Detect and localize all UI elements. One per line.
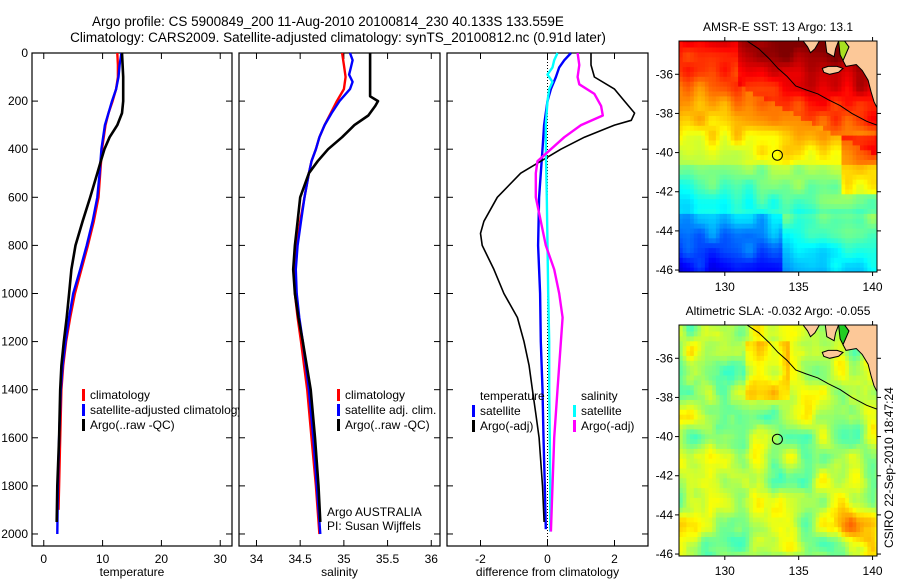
sla-map-frame: [678, 324, 878, 557]
sla-map-field-cells: [679, 325, 877, 556]
sst-map-kangaroo-island: [821, 65, 844, 75]
temperature-ytick-label: 600: [8, 190, 28, 204]
temperature-ytick-label: 1000: [1, 286, 28, 300]
difference-xlabel: difference from climatology: [476, 565, 619, 579]
sst-map-title: AMSR-E SST: 13 Argo: 13.1: [703, 20, 853, 34]
difference-xtick-label: 2: [611, 552, 618, 566]
sst-map-ytick-label: -38: [656, 106, 674, 120]
sst-map-panel: AMSR-E SST: 13 Argo: 13.1 130 135 140 -36 -38…: [656, 20, 883, 294]
sst-map-ytick-label: -40: [656, 146, 674, 160]
annotation-text: Argo AUSTRALIA: [327, 505, 422, 519]
sst-map-xtick-label: 130: [715, 280, 735, 294]
plot-title-line1: Argo profile: CS 5900849_200 11-Aug-2010…: [92, 14, 564, 29]
sst-map-ytick-label: -42: [656, 185, 674, 199]
sla-map-ytick-label: -46: [656, 547, 674, 561]
legend-swatch: [337, 389, 340, 401]
temperature-xtick-label: 0: [40, 552, 47, 566]
sla-map-argo-position-marker: [771, 433, 783, 445]
salinity-plot-frame: [238, 52, 441, 547]
difference-xtick-label: 0: [544, 552, 551, 566]
legend-swatch: [472, 420, 475, 432]
sla-map-ytick-label: -44: [656, 508, 674, 522]
temperature-series-argo-raw-qc-: [55, 52, 125, 523]
legend-group-title: temperature: [480, 389, 545, 403]
legend-label: Argo(-adj): [480, 419, 533, 433]
sla-map-xtick-label: 135: [789, 564, 809, 578]
sla-map-xtick-label: 130: [715, 564, 735, 578]
sla-map-ytick-label: -42: [656, 469, 674, 483]
salinity-panel: 34 34.5 35 35.5 36 salinity climatologysatelli…: [238, 52, 441, 579]
legend-swatch: [82, 404, 85, 416]
temperature-ytick-label: 200: [8, 94, 28, 108]
salinity-xtick-label: 35.5: [376, 552, 400, 566]
sla-map-ytick-label: -36: [656, 351, 674, 365]
temperature-xtick-label: 20: [155, 552, 169, 566]
salinity-xlabel: salinity: [321, 565, 358, 579]
legend-label: satellite adj. clim.: [345, 403, 436, 417]
sst-map-field-cells: [679, 41, 877, 272]
temperature-ytick-label: 1600: [1, 431, 28, 445]
sst-map-gulf-water: [838, 41, 850, 62]
temperature-ytick-label: 400: [8, 142, 28, 156]
temperature-plot-frame: [31, 52, 233, 547]
salinity-xtick-label: 36: [425, 552, 439, 566]
sst-map-frame: [678, 40, 878, 273]
temperature-panel: 0 10 20 30 0 200 400 600 800 1000 1200 1400 1600 1800…: [1, 46, 243, 579]
legend-label: Argo(..raw -QC): [345, 418, 430, 432]
legend-swatch: [573, 420, 576, 432]
sla-map-kangaroo-island: [821, 349, 844, 359]
legend-label: satellite: [480, 404, 521, 418]
legend-label: satellite-adjusted climatology: [90, 403, 243, 417]
legend-swatch: [472, 405, 475, 417]
legend-label: Argo(..raw -QC): [90, 418, 175, 432]
legend-label: satellite: [581, 404, 622, 418]
temperature-ytick-label: 2000: [1, 527, 28, 541]
sst-map-xtick-label: 140: [863, 280, 883, 294]
plot-title-line2: Climatology: CARS2009. Satellite-adjuste…: [70, 30, 606, 45]
difference-xtick-label: -2: [475, 552, 486, 566]
legend-swatch: [573, 405, 576, 417]
temperature-ytick-label: 800: [8, 238, 28, 252]
sst-map-ytick-label: -36: [656, 67, 674, 81]
legend-swatch: [337, 404, 340, 416]
legend-swatch: [337, 419, 340, 431]
temperature-ytick-label: 1800: [1, 479, 28, 493]
legend-swatch: [82, 419, 85, 431]
salinity-xtick-label: 34.5: [288, 552, 312, 566]
difference-series-temperature-argo-adj-: [479, 53, 636, 523]
difference-series-temperature-satellite: [536, 52, 572, 530]
temperature-xtick-label: 30: [214, 552, 228, 566]
legend-label: Argo(-adj): [581, 419, 634, 433]
difference-series-salinity-satellite: [544, 52, 559, 532]
temperature-xlabel: temperature: [100, 565, 165, 579]
sla-map-ytick-label: -40: [656, 430, 674, 444]
salinity-xtick-label: 35: [337, 552, 351, 566]
difference-series-salinity-argo-adj-: [534, 52, 604, 532]
temperature-ytick-label: 0: [21, 46, 28, 60]
salinity-xtick-label: 34: [250, 552, 264, 566]
legend-label: climatology: [90, 388, 150, 402]
legend-group-title: salinity: [581, 389, 618, 403]
sst-map-xtick-label: 135: [789, 280, 809, 294]
legend-swatch: [82, 389, 85, 401]
sst-map-ytick-label: -44: [656, 224, 674, 238]
credit-text: CSIRO 22-Sep-2010 18:47:24: [882, 387, 896, 548]
sst-map-shelf-contour: [746, 41, 877, 126]
sla-map-panel: Altimetric SLA: -0.032 Argo: -0.055 130 13…: [656, 304, 883, 578]
temperature-xtick-label: 10: [96, 552, 110, 566]
sst-map-ytick-label: -46: [656, 263, 674, 277]
salinity-series-argo-raw-qc-: [291, 53, 380, 523]
sla-map-shelf-contour: [746, 325, 877, 410]
legend-label: climatology: [345, 388, 405, 402]
temperature-ytick-label: 1200: [1, 335, 28, 349]
sla-map-gulf-water: [838, 325, 850, 346]
sst-map-argo-position-marker: [771, 149, 783, 161]
sla-map-ytick-label: -38: [656, 390, 674, 404]
temperature-ytick-label: 1400: [1, 383, 28, 397]
sla-map-xtick-label: 140: [863, 564, 883, 578]
annotation-text: PI: Susan Wijffels: [327, 519, 421, 533]
sla-map-title: Altimetric SLA: -0.032 Argo: -0.055: [686, 304, 871, 318]
